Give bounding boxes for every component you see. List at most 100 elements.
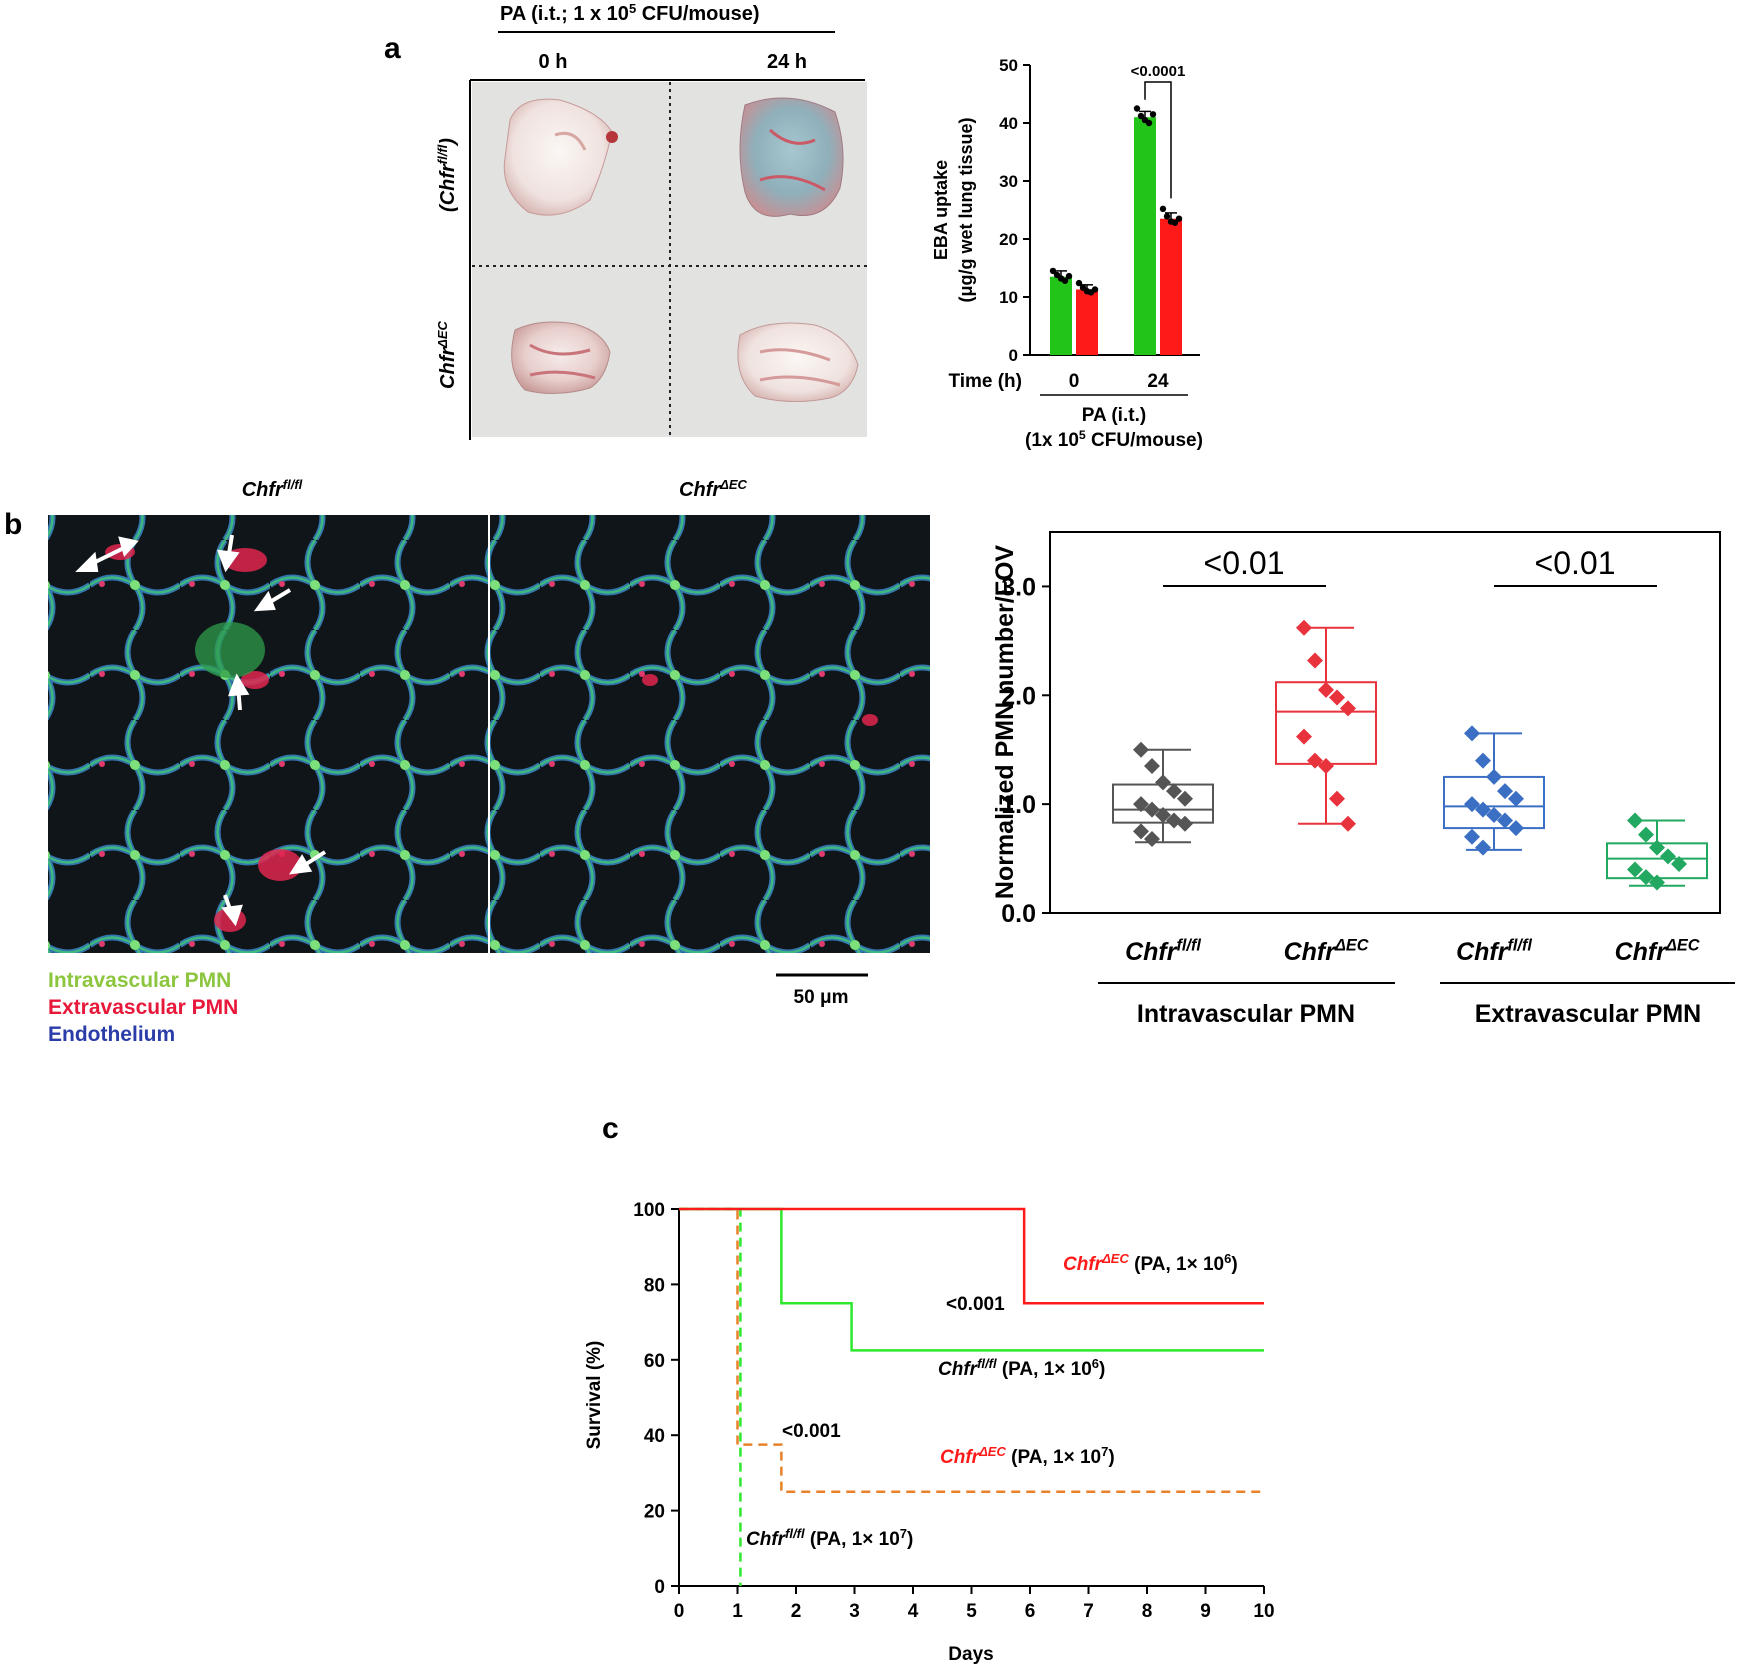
eba-point	[1049, 267, 1057, 275]
eba-ylabel-2: (μg/g wet lung tissue)	[956, 117, 976, 302]
box-point	[1177, 815, 1193, 832]
box-point	[1329, 689, 1345, 706]
eba-x-title: Time (h)	[948, 371, 1022, 392]
box-point	[1133, 823, 1149, 840]
surv-p-bottom: <0.001	[782, 1421, 841, 1442]
box-point	[1475, 839, 1491, 856]
box-point	[1671, 856, 1687, 873]
surv-series-label: ChfrΔEC (PA, 1× 107)	[940, 1444, 1115, 1468]
box-point	[1144, 830, 1160, 847]
surv-y-tick-label: 0	[654, 1577, 665, 1598]
surv-series-label: Chfrfl/fl (PA, 1× 107)	[746, 1526, 913, 1550]
eba-y-tick-label: 40	[999, 114, 1018, 133]
eba-point	[1091, 286, 1099, 293]
surv-x-tick-label: 1	[732, 1601, 743, 1622]
surv-y-tick-label: 60	[644, 1351, 665, 1372]
box-y-tick-label: 3.0	[1001, 573, 1036, 601]
legend-endothelium: Endothelium	[48, 1023, 175, 1046]
box-point	[1497, 783, 1513, 800]
box-y-tick-label: 2.0	[1001, 682, 1036, 710]
arrow-markers	[75, 534, 327, 927]
box-point	[1340, 700, 1356, 717]
eba-bar	[1160, 218, 1182, 355]
surv-curve	[679, 1207, 742, 1586]
box-point	[1144, 801, 1160, 818]
eba-group-label-2: (1x 105 CFU/mouse)	[1025, 428, 1203, 451]
eba-bar	[1134, 117, 1156, 355]
lung-flfl-24h	[739, 97, 844, 217]
surv-ylabel: Survival (%)	[584, 1341, 605, 1450]
box-point	[1329, 790, 1345, 807]
box-y-tick-label: 1.0	[1001, 791, 1036, 819]
box-point	[1464, 796, 1480, 813]
surv-curve	[679, 1207, 1264, 1352]
panel-a-letter: a	[384, 32, 401, 65]
eba-y-tick-label: 50	[999, 56, 1018, 75]
box-ylabel: Normalized PMN number/FOV	[991, 545, 1019, 900]
eba-category-label: 0	[1069, 371, 1080, 392]
surv-series-label: Chfrfl/fl (PA, 1× 106)	[938, 1356, 1105, 1380]
eba-point	[1175, 215, 1183, 222]
col-24h-label: 24 h	[767, 51, 807, 73]
surv-y-tick-label: 80	[644, 1275, 665, 1296]
eba-point	[1149, 111, 1157, 118]
eba-point	[1159, 205, 1167, 213]
box-y-tick-label: 0.0	[1001, 900, 1036, 928]
eba-group-label-1: PA (i.t.)	[1082, 405, 1146, 426]
box-point	[1296, 619, 1312, 636]
box-point	[1508, 790, 1524, 807]
box-group-label: Chfrfl/fl	[1456, 937, 1532, 967]
box-point	[1318, 681, 1334, 698]
surv-x-tick-label: 7	[1083, 1601, 1094, 1622]
eba-category-label: 24	[1147, 371, 1169, 392]
row-flfl-label: (Chfrfl/fl)	[435, 138, 459, 212]
eba-point	[1075, 279, 1083, 287]
eba-bar-chart: 0 10 20 30 40 50 EBA uptake (μg/g wet lung tiss…	[931, 56, 1203, 451]
box-point	[1144, 758, 1160, 775]
box-point	[1464, 828, 1480, 845]
box-point	[1627, 812, 1643, 829]
box-point	[1155, 774, 1171, 791]
panel-b-letter: b	[4, 508, 22, 541]
microscopy-dec	[490, 515, 930, 953]
box-point	[1133, 741, 1149, 758]
box-point	[1307, 752, 1323, 769]
img2-title: ChfrΔEC	[679, 477, 748, 501]
box-point	[1627, 861, 1643, 878]
box-point	[1166, 783, 1182, 800]
eba-sig-bracket	[1144, 81, 1172, 199]
box-group-label: ChfrΔEC	[1615, 937, 1700, 967]
box-point	[1508, 820, 1524, 837]
eba-point	[1145, 119, 1153, 127]
survival-chart: 0 20 40 60 80 100 0 1 2 3 4 5 6 7 8 9 10 Survival (%) Days…	[584, 1200, 1275, 1665]
surv-xlabel: Days	[948, 1644, 993, 1665]
surv-p-top: <0.001	[946, 1294, 1005, 1315]
box-point	[1486, 768, 1502, 785]
surv-x-tick-label: 2	[791, 1601, 802, 1622]
eba-ylabel-1: EBA uptake	[931, 160, 951, 260]
eba-point	[1133, 105, 1141, 112]
box-point	[1177, 790, 1193, 807]
legend-intravascular: Intravascular PMN	[48, 969, 231, 992]
box-point	[1296, 728, 1312, 745]
box-point	[1649, 874, 1665, 891]
img1-title: Chfrfl/fl	[242, 477, 303, 501]
box-point	[1486, 807, 1502, 824]
row-dec-label: ChfrΔEC	[435, 320, 459, 389]
eba-point	[1061, 277, 1069, 284]
box-group-label: ChfrΔEC	[1284, 937, 1369, 967]
box-group-label: Chfrfl/fl	[1125, 937, 1201, 967]
box-point	[1475, 801, 1491, 818]
box-category-extra: Extravascular PMN	[1475, 1000, 1702, 1028]
eba-point	[1065, 272, 1073, 280]
box-point	[1638, 869, 1654, 886]
scale-bar-label: 50 μm	[794, 987, 849, 1008]
eba-y-tick-label: 30	[999, 172, 1018, 191]
eba-point	[1163, 213, 1171, 220]
eba-y-tick-label: 0	[1009, 346, 1018, 365]
eba-bar	[1076, 289, 1098, 355]
box-point	[1307, 652, 1323, 669]
box-point	[1497, 812, 1513, 829]
